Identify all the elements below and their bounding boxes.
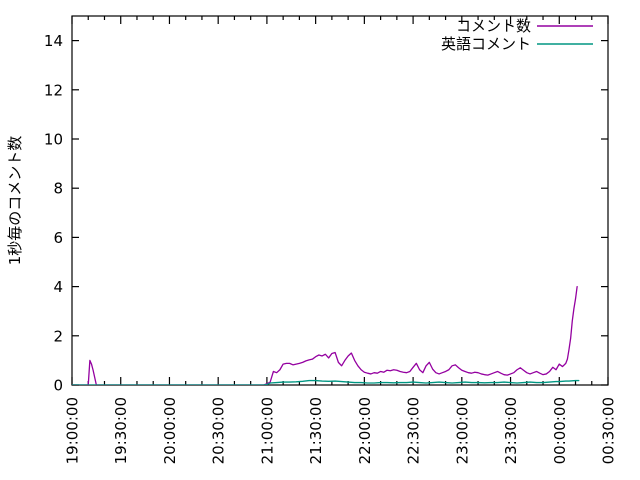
x-tick-label: 21:00:00 — [258, 397, 276, 464]
plot-frame — [71, 15, 609, 386]
y-tick-label: 0 — [53, 377, 63, 395]
x-tick-label: 22:30:00 — [405, 397, 423, 464]
x-tick-label: 00:00:00 — [551, 397, 569, 464]
x-tick-label: 23:30:00 — [502, 397, 520, 464]
x-tick-label: 21:30:00 — [307, 397, 325, 464]
y-tick-label: 8 — [53, 180, 63, 198]
legend-label-english-comments: 英語コメント — [441, 35, 531, 53]
x-tick-label: 20:00:00 — [161, 397, 179, 464]
series-group — [72, 285, 580, 385]
x-tick-label: 19:30:00 — [112, 397, 130, 464]
x-tick-label: 00:30:00 — [600, 397, 618, 464]
x-tick-label: 22:00:00 — [356, 397, 374, 464]
y-tick-label: 14 — [44, 32, 63, 50]
x-tick-label: 23:00:00 — [453, 397, 471, 464]
y-axis: 0 2 4 6 8 10 12 14 — [44, 32, 608, 395]
series-line-english-comments — [72, 379, 580, 385]
y-tick-label: 2 — [53, 327, 63, 345]
x-tick-label: 20:30:00 — [210, 397, 228, 464]
x-axis: 19:00:00 19:30:00 20:00:00 20:30:00 21:00:00… — [64, 16, 618, 464]
y-tick-label: 12 — [44, 81, 63, 99]
y-tick-label: 6 — [53, 229, 63, 247]
x-tick-label: 19:00:00 — [64, 397, 82, 464]
y-tick-label: 4 — [53, 278, 63, 296]
legend-label-comment-count: コメント数 — [456, 17, 531, 35]
y-axis-title: 1秒毎のコメント数 — [6, 136, 24, 266]
series-line-comment-count — [72, 285, 578, 385]
y-tick-label: 10 — [44, 131, 63, 149]
